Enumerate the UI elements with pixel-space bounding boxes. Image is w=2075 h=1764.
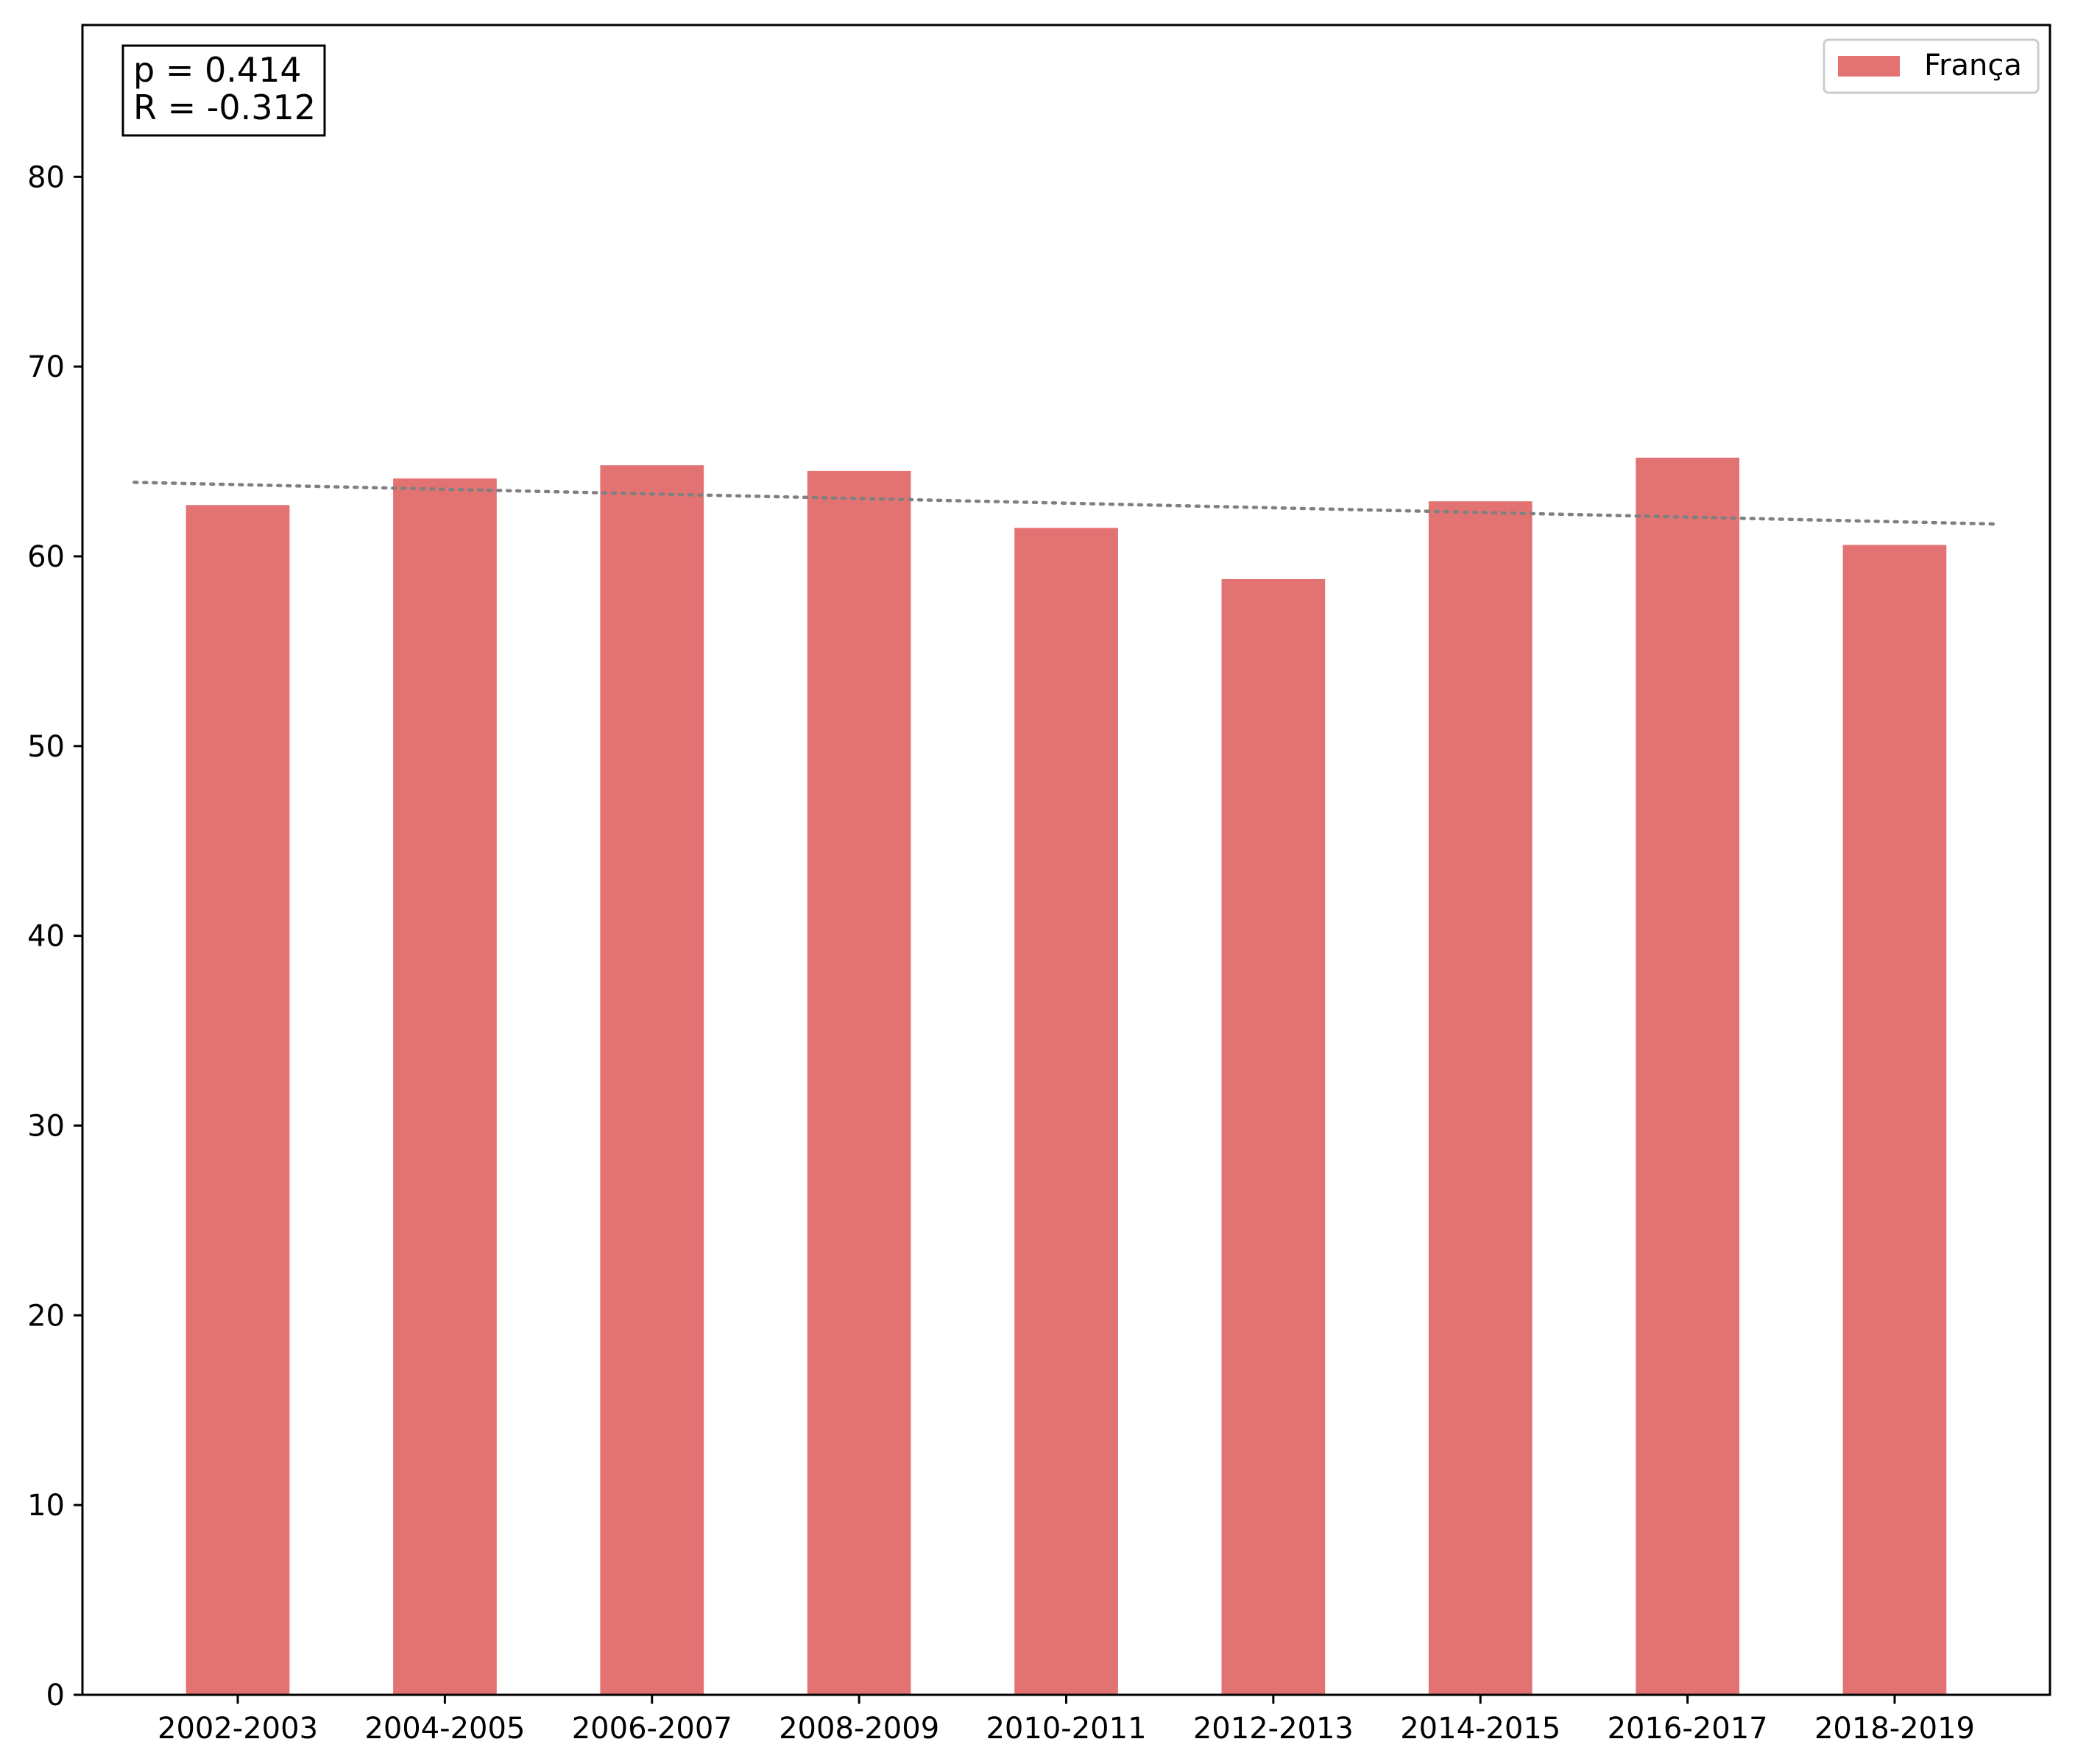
legend-label: França (1924, 49, 2022, 82)
y-axis: 0 10 20 30 40 50 60 70 80 (27, 160, 82, 1712)
x-tick-label: 2006-2007 (572, 1712, 732, 1746)
stats-annotation-box (121, 44, 326, 137)
x-tick-label: 2004-2005 (364, 1712, 525, 1746)
bar-2018-2019 (1842, 545, 1947, 1695)
legend-box (1823, 38, 2040, 94)
x-tick-label: 2018-2019 (1814, 1712, 1975, 1746)
x-tick-label: 2008-2009 (779, 1712, 939, 1746)
y-tick-label: 20 (27, 1299, 65, 1333)
y-tick-label: 30 (27, 1109, 65, 1143)
x-tick-label: 2016-2017 (1608, 1712, 1768, 1746)
legend-swatch (1838, 56, 1900, 77)
x-tick-label: 2012-2013 (1193, 1712, 1354, 1746)
bar-2006-2007 (600, 465, 704, 1696)
trend-line (132, 481, 2000, 526)
y-tick-label: 70 (27, 350, 65, 384)
bar-2004-2005 (393, 478, 497, 1696)
x-tick-label: 2010-2011 (986, 1712, 1146, 1746)
bars (185, 457, 1947, 1696)
trend-line-group (132, 481, 2000, 526)
y-tick-label: 50 (27, 730, 65, 764)
y-tick-label: 10 (27, 1489, 65, 1523)
bar-2002-2003 (185, 505, 290, 1695)
y-tick-label: 60 (27, 540, 65, 574)
bar-2010-2011 (1014, 528, 1118, 1695)
y-tick-label: 0 (46, 1679, 65, 1712)
bar-2008-2009 (807, 470, 911, 1695)
x-axis: 2002-2003 2004-2005 2006-2007 2008-2009 2010… (158, 1695, 1975, 1746)
bar-2012-2013 (1221, 578, 1326, 1695)
stats-r-value: R = -0.312 (133, 88, 316, 127)
plot-frame (81, 24, 2051, 1696)
legend: França (1823, 38, 2040, 94)
stats-annotation: p = 0.414 R = -0.312 (121, 44, 326, 137)
bar-2014-2015 (1428, 501, 1533, 1696)
x-tick-label: 2014-2015 (1400, 1712, 1560, 1746)
y-tick-label: 80 (27, 160, 65, 194)
x-tick-label: 2002-2003 (158, 1712, 318, 1746)
bar-2016-2017 (1636, 457, 1739, 1695)
y-tick-label: 40 (27, 920, 65, 954)
stats-p-value: p = 0.414 (133, 50, 302, 90)
